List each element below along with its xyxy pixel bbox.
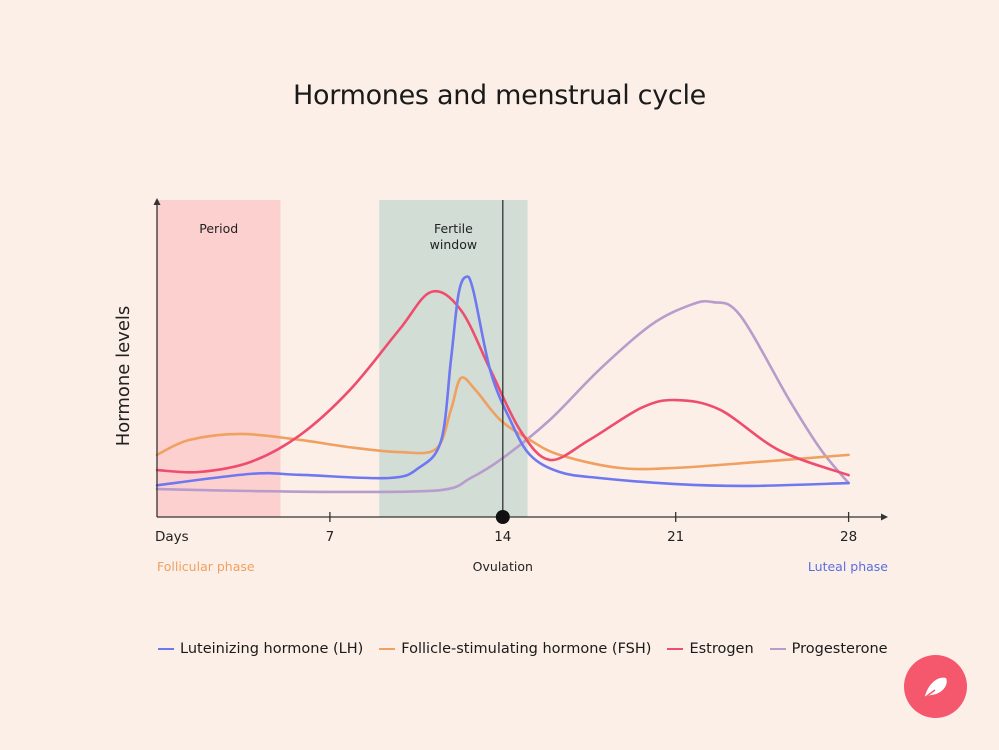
series-line-luteinizing-hormone-lh- (155, 275, 850, 488)
legend-label: Follicle-stimulating hormone (FSH) (401, 641, 652, 657)
legend-swatch (158, 648, 174, 650)
ovulation-marker (495, 510, 510, 524)
x-tick-label-7: 7 (326, 529, 335, 545)
follicular-phase-label: Follicular phase (157, 559, 255, 574)
luteal-phase-label: Luteal phase (808, 559, 888, 574)
legend-label: Luteinizing hormone (LH) (180, 641, 364, 657)
band-label-0: Period (199, 221, 238, 236)
x-tick-label-21: 21 (667, 529, 684, 545)
series-line-progesterone (155, 299, 850, 494)
series-line-follicle-stimulating-hormone-fsh- (155, 376, 850, 471)
feather-icon (922, 677, 947, 700)
legend-swatch (769, 648, 786, 650)
legend-item: Follicle-stimulating hormone (FSH) (379, 641, 651, 657)
y-axis-label: Hormone levels (113, 306, 134, 447)
legend-swatch (379, 648, 396, 650)
x-tick-label-28: 28 (840, 529, 857, 545)
legend-item: Progesterone (769, 641, 888, 657)
legend-label: Progesterone (791, 641, 888, 657)
flo-logo (904, 655, 967, 718)
band-label-1: Fertile window (430, 221, 477, 252)
legend-item: Luteinizing hormone (LH) (158, 641, 363, 657)
legend-item: Estrogen (667, 641, 754, 657)
y-axis-arrow (153, 198, 161, 205)
band-0 (157, 200, 281, 517)
legend-swatch (667, 648, 684, 650)
chart-title: Hormones and menstrual cycle (293, 80, 706, 111)
ovulation-label: Ovulation (473, 559, 533, 574)
x-tick-label-14: 14 (494, 529, 511, 545)
legend-label: Estrogen (689, 641, 754, 657)
x-axis-label: Days (155, 529, 189, 545)
legend: Luteinizing hormone (LH) Follicle-stimula… (158, 641, 888, 657)
x-axis-arrow (881, 513, 888, 521)
